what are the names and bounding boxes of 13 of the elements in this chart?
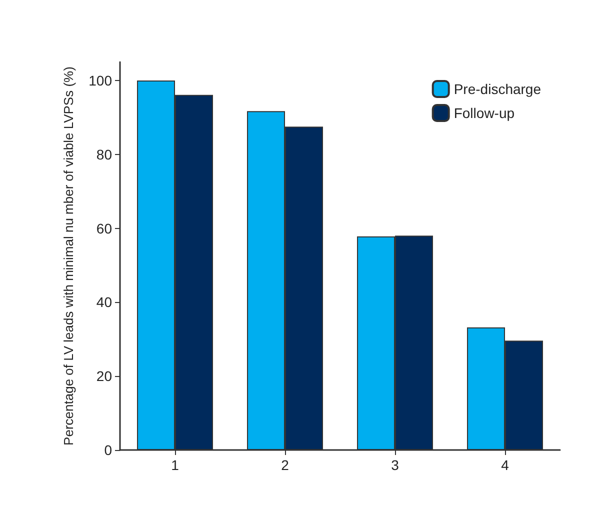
legend-label: Follow-up (454, 105, 515, 121)
x-tick-label: 2 (281, 457, 290, 473)
y-tick-label: 60 (96, 220, 112, 236)
legend-label: Pre-discharge (454, 81, 542, 97)
x-tick-label: 4 (501, 457, 510, 473)
y-axis-title: Percentage of LV leads with minimal nu mber of viable LVPSs (%) (61, 66, 76, 446)
y-tick-label: 100 (88, 72, 112, 88)
y-tick-label: 20 (96, 368, 112, 384)
y-tick-label: 80 (96, 146, 112, 162)
y-tick-label: 0 (104, 442, 112, 458)
x-tick-label: 3 (391, 457, 400, 473)
x-tick-label: 1 (171, 457, 180, 473)
y-tick-label: 40 (96, 294, 112, 310)
